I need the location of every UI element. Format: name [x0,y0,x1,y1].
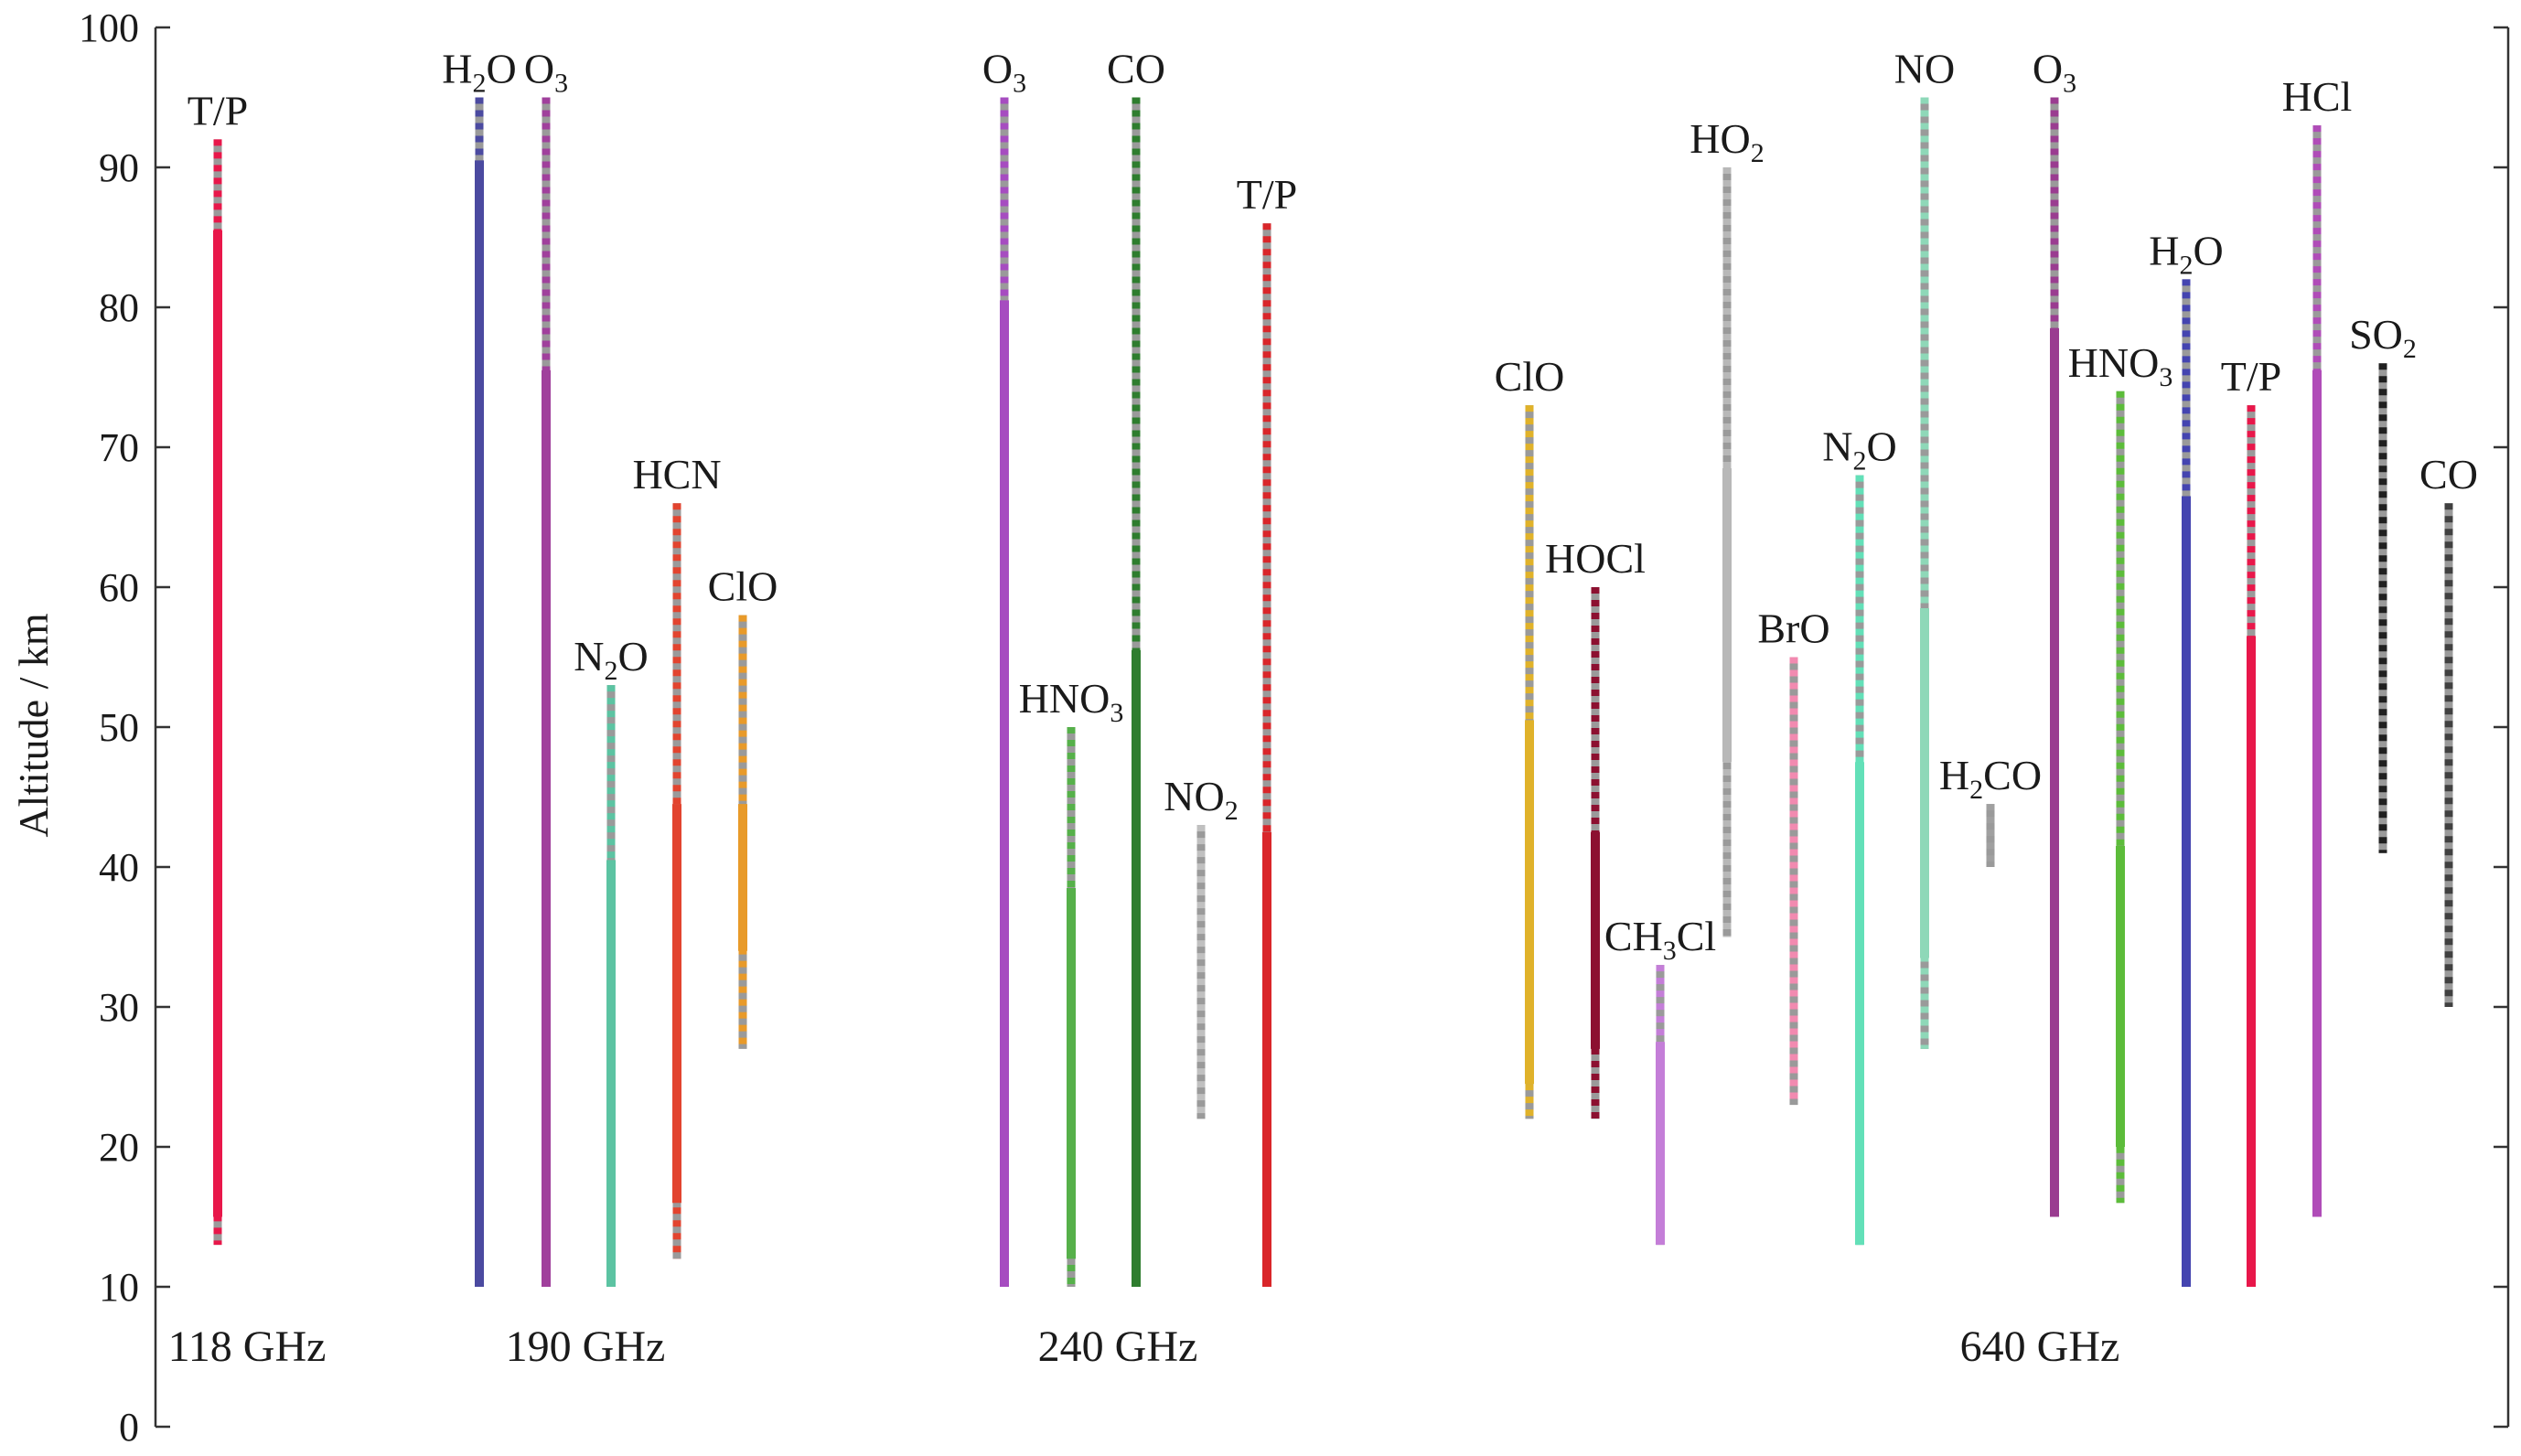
species-label: H2O [2149,227,2223,280]
species-label: HCl [2282,73,2353,120]
species-label: CO [2419,451,2478,498]
band-label: 640 GHz [1960,1322,2120,1371]
species-label: ClO [1495,353,1565,400]
species-label: CO [1107,46,1165,92]
species-label: N2O [574,633,648,686]
y-axis: 0 10 20 30 40 50 60 70 80 90 100 [79,5,2508,1450]
species-label: HNO3 [1019,675,1124,728]
species-label: T/P [2221,353,2281,400]
band-label: 190 GHz [506,1322,666,1371]
y-tick-label: 20 [99,1125,139,1170]
y-tick-label: 30 [99,985,139,1030]
species-label: O3 [2033,46,2076,99]
y-tick-label: 60 [99,565,139,610]
band-label: 118 GHz [168,1322,327,1371]
species-label: HOCl [1545,535,1646,582]
species-label: H2O [442,46,516,99]
species-label: H2CO [1939,752,2042,805]
species-label: NO2 [1164,773,1238,826]
y-tick-label: 90 [99,145,139,190]
species-label: O3 [524,46,568,99]
y-tick-label: 10 [99,1265,139,1310]
species-label: CH3Cl [1604,913,1716,966]
species-label: BrO [1757,605,1829,652]
species-label: T/P [1237,171,1297,218]
species-label: N2O [1822,423,1896,476]
y-tick-label: 0 [119,1405,139,1450]
species-label: HO2 [1690,115,1764,168]
band-label: 240 GHz [1038,1322,1198,1371]
y-tick-label: 100 [79,5,139,50]
species-label: T/P [188,87,248,134]
species-label: ClO [708,563,778,610]
band-labels: 118 GHz 190 GHz 240 GHz 640 GHz [168,1322,2120,1371]
species-label: HCN [632,451,721,498]
y-axis-label: Altitude / km [10,613,57,838]
y-tick-label: 80 [99,285,139,330]
species-label: O3 [982,46,1026,99]
y-tick-label: 40 [99,845,139,890]
species-label: SO2 [2349,311,2417,364]
y-tick-label: 50 [99,705,139,750]
species-label: HNO3 [2068,339,2173,392]
species-label: NO [1894,46,1955,92]
y-tick-label: 70 [99,425,139,470]
range-bars [213,97,2453,1287]
